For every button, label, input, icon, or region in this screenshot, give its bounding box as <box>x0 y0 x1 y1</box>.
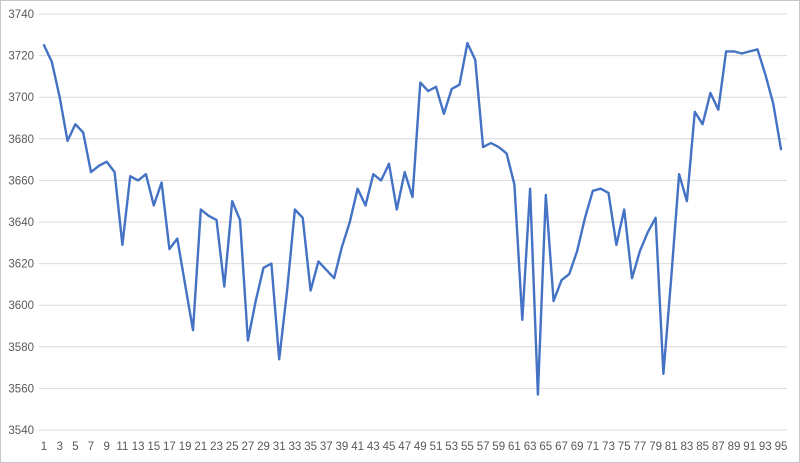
x-tick-label: 43 <box>367 441 380 453</box>
x-axis-labels: 1 3 5 7 9 11 13 15 17 19 21 23 25 27 29 31 33 35 37 39 41 43 4… <box>41 441 788 453</box>
x-tick-label: 79 <box>649 441 662 453</box>
x-tick-label: 83 <box>681 441 694 453</box>
x-tick-label: 63 <box>524 441 537 453</box>
x-tick-label: 15 <box>147 441 160 453</box>
x-tick-label: 73 <box>602 441 615 453</box>
y-tick-label: 3680 <box>8 134 34 146</box>
x-tick-label: 51 <box>430 441 443 453</box>
y-tick-label: 3560 <box>8 383 34 395</box>
y-tick-label: 3580 <box>8 342 34 354</box>
x-tick-label: 37 <box>320 441 333 453</box>
x-tick-label: 89 <box>728 441 741 453</box>
y-tick-label: 3640 <box>8 217 34 229</box>
x-tick-label: 45 <box>383 441 396 453</box>
y-tick-label: 3600 <box>8 300 34 312</box>
x-tick-label: 49 <box>414 441 427 453</box>
x-tick-label: 13 <box>132 441 145 453</box>
x-tick-label: 19 <box>179 441 192 453</box>
x-tick-label: 75 <box>618 441 631 453</box>
x-tick-label: 3 <box>56 441 62 453</box>
x-tick-label: 93 <box>759 441 772 453</box>
x-tick-label: 33 <box>289 441 302 453</box>
x-tick-label: 21 <box>194 441 207 453</box>
x-tick-label: 39 <box>336 441 349 453</box>
x-tick-label: 7 <box>88 441 94 453</box>
gridlines <box>39 13 787 431</box>
y-tick-label: 3740 <box>8 9 34 21</box>
x-tick-label: 55 <box>461 441 474 453</box>
x-tick-label: 25 <box>226 441 239 453</box>
x-tick-label: 1 <box>41 441 47 453</box>
y-tick-label: 3720 <box>8 51 34 63</box>
x-tick-label: 27 <box>242 441 255 453</box>
x-tick-label: 85 <box>696 441 709 453</box>
y-tick-label: 3660 <box>8 175 34 187</box>
x-tick-label: 5 <box>72 441 78 453</box>
data-line-series <box>42 41 783 396</box>
x-tick-label: 61 <box>508 441 521 453</box>
x-tick-label: 67 <box>555 441 568 453</box>
x-tick-label: 59 <box>492 441 505 453</box>
x-tick-label: 81 <box>665 441 678 453</box>
x-tick-label: 31 <box>273 441 286 453</box>
x-tick-label: 29 <box>257 441 270 453</box>
x-tick-label: 53 <box>445 441 458 453</box>
x-tick-label: 35 <box>304 441 317 453</box>
y-tick-label: 3540 <box>8 425 34 437</box>
x-tick-label: 87 <box>712 441 725 453</box>
x-tick-label: 47 <box>398 441 411 453</box>
x-tick-label: 95 <box>775 441 788 453</box>
x-tick-label: 41 <box>351 441 364 453</box>
x-tick-label: 69 <box>571 441 584 453</box>
x-tick-label: 77 <box>634 441 647 453</box>
y-tick-label: 3620 <box>8 259 34 271</box>
x-tick-label: 11 <box>116 441 128 453</box>
x-tick-label: 17 <box>163 441 176 453</box>
x-tick-label: 23 <box>210 441 223 453</box>
x-tick-label: 57 <box>477 441 490 453</box>
x-tick-label: 71 <box>586 441 599 453</box>
x-tick-label: 9 <box>103 441 109 453</box>
x-tick-label: 91 <box>743 441 756 453</box>
y-axis-labels: 3540 3560 3580 3600 3620 3640 3660 3680 3700 3720… <box>8 9 34 437</box>
y-tick-label: 3700 <box>8 92 34 104</box>
x-tick-label: 65 <box>539 441 552 453</box>
